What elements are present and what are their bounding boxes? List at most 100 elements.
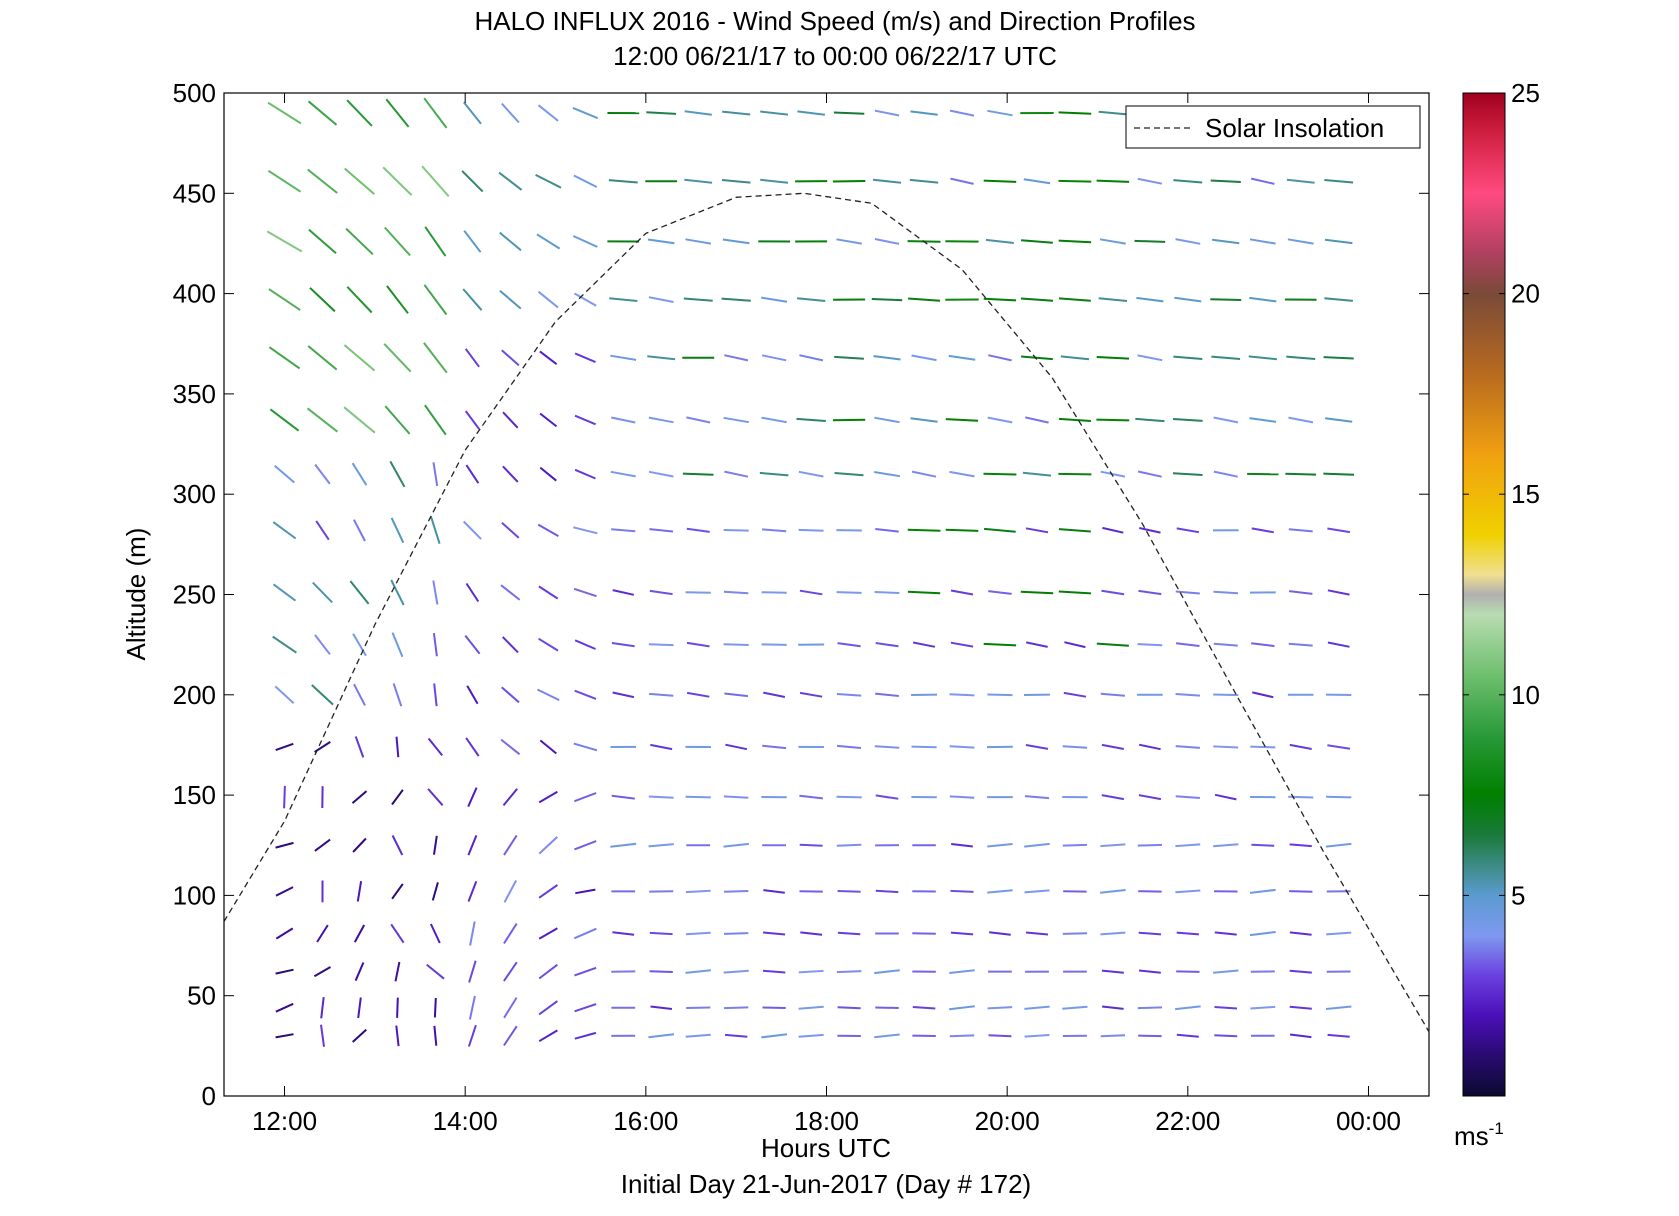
wind-barb [723, 842, 750, 848]
wind-barb [1249, 238, 1276, 245]
wind-barb [539, 466, 557, 482]
wind-barb [685, 969, 712, 974]
wind-barb [467, 880, 478, 902]
wind-barb [466, 685, 479, 705]
wind-barb [1210, 179, 1241, 183]
wind-barb [1064, 641, 1086, 649]
wind-barb [503, 834, 518, 856]
colorbar [1462, 92, 1506, 1097]
wind-barb [385, 98, 410, 128]
wind-barb [1024, 1034, 1050, 1038]
wind-barb [761, 528, 787, 533]
wind-barb [1286, 355, 1316, 360]
wind-barb [1327, 641, 1350, 648]
y-tick-label: 150 [173, 780, 216, 810]
colorbar-tick-label: 5 [1511, 880, 1525, 910]
wind-barb [272, 583, 297, 602]
wind-barb [837, 744, 862, 749]
wind-barb [647, 355, 676, 361]
wind-barb [725, 743, 748, 751]
wind-barb [1175, 590, 1200, 595]
wind-barb [874, 416, 900, 424]
wind-barb [1100, 1034, 1126, 1038]
wind-barb [274, 685, 295, 704]
wind-barb [351, 462, 368, 486]
wind-barb [537, 104, 559, 122]
wind-barb [836, 591, 862, 594]
wind-barb [573, 587, 597, 598]
wind-barb [461, 170, 484, 193]
wind-barb [538, 927, 558, 940]
wind-barb [1175, 843, 1201, 848]
wind-barb [267, 169, 302, 193]
wind-barb [1323, 356, 1354, 360]
wind-barb [1174, 1005, 1201, 1011]
wind-barb [911, 745, 937, 749]
wind-barb [610, 416, 636, 424]
wind-barb [985, 238, 1014, 244]
wind-barb [423, 342, 448, 374]
wind-barb [1024, 795, 1050, 800]
wind-barb [1325, 1005, 1352, 1010]
x-tick-label: 22:00 [1155, 1106, 1220, 1136]
wind-barb [722, 110, 751, 116]
wind-barb [763, 931, 786, 936]
wind-barb [573, 742, 598, 752]
wind-barb [722, 238, 750, 245]
wind-barb [1099, 889, 1126, 894]
y-tick-label: 300 [173, 479, 216, 509]
wind-barb [685, 1033, 711, 1038]
wind-barb [351, 790, 368, 804]
wind-barb [945, 528, 979, 532]
wind-barb [463, 101, 482, 125]
x-tick-label: 12:00 [252, 1106, 317, 1136]
wind-barb [538, 585, 559, 600]
wind-barb [1250, 177, 1275, 185]
x-tick-label: 18:00 [794, 1106, 859, 1136]
colorbar-unit-label: ms-1 [1454, 1119, 1504, 1151]
wind-barb [1213, 693, 1239, 697]
wind-barb [1214, 1034, 1238, 1038]
wind-barb [798, 1005, 824, 1010]
wind-barb [538, 637, 559, 652]
wind-barb [761, 354, 787, 362]
wind-barb [987, 889, 1013, 894]
wind-barb [1058, 179, 1092, 183]
wind-barb [1024, 1005, 1050, 1010]
wind-barb [874, 969, 900, 975]
wind-barb [648, 470, 674, 478]
wind-barb [357, 997, 362, 1019]
wind-barb [1326, 795, 1352, 799]
wind-barb [1176, 527, 1200, 534]
y-axis-ticks: 0 50 100 150 200 250 300 350 400 450 500 [173, 78, 1429, 1111]
wind-barb [1327, 744, 1351, 750]
wind-barb [1137, 1006, 1163, 1010]
wind-barb [538, 1029, 558, 1043]
wind-barb [574, 840, 597, 851]
wind-barb [537, 290, 559, 309]
wind-barb [649, 931, 673, 936]
wind-barb [646, 111, 677, 115]
wind-barb [1289, 890, 1313, 893]
wind-barb [386, 285, 409, 314]
wind-barb [950, 177, 974, 185]
wind-barb [908, 297, 941, 302]
wind-barb [312, 581, 333, 604]
wind-barb [1100, 692, 1125, 697]
wind-barb [612, 691, 635, 699]
wind-barb [1327, 589, 1350, 596]
wind-barb [1101, 743, 1124, 750]
wind-barb [649, 528, 674, 533]
wind-barb [349, 580, 370, 605]
wind-barb [1099, 238, 1126, 245]
wind-barb [798, 470, 824, 478]
chart-subtitle: 12:00 06/21/17 to 00:00 06/22/17 UTC [613, 41, 1057, 71]
wind-barb [501, 102, 520, 124]
wind-barb [984, 527, 1016, 533]
wind-barb [1214, 931, 1237, 936]
wind-barb [275, 886, 294, 897]
legend-entry-solar-insolation: Solar Insolation [1205, 113, 1384, 143]
wind-barb [1023, 178, 1051, 185]
wind-barb [427, 788, 444, 806]
wind-barb [352, 1028, 367, 1043]
